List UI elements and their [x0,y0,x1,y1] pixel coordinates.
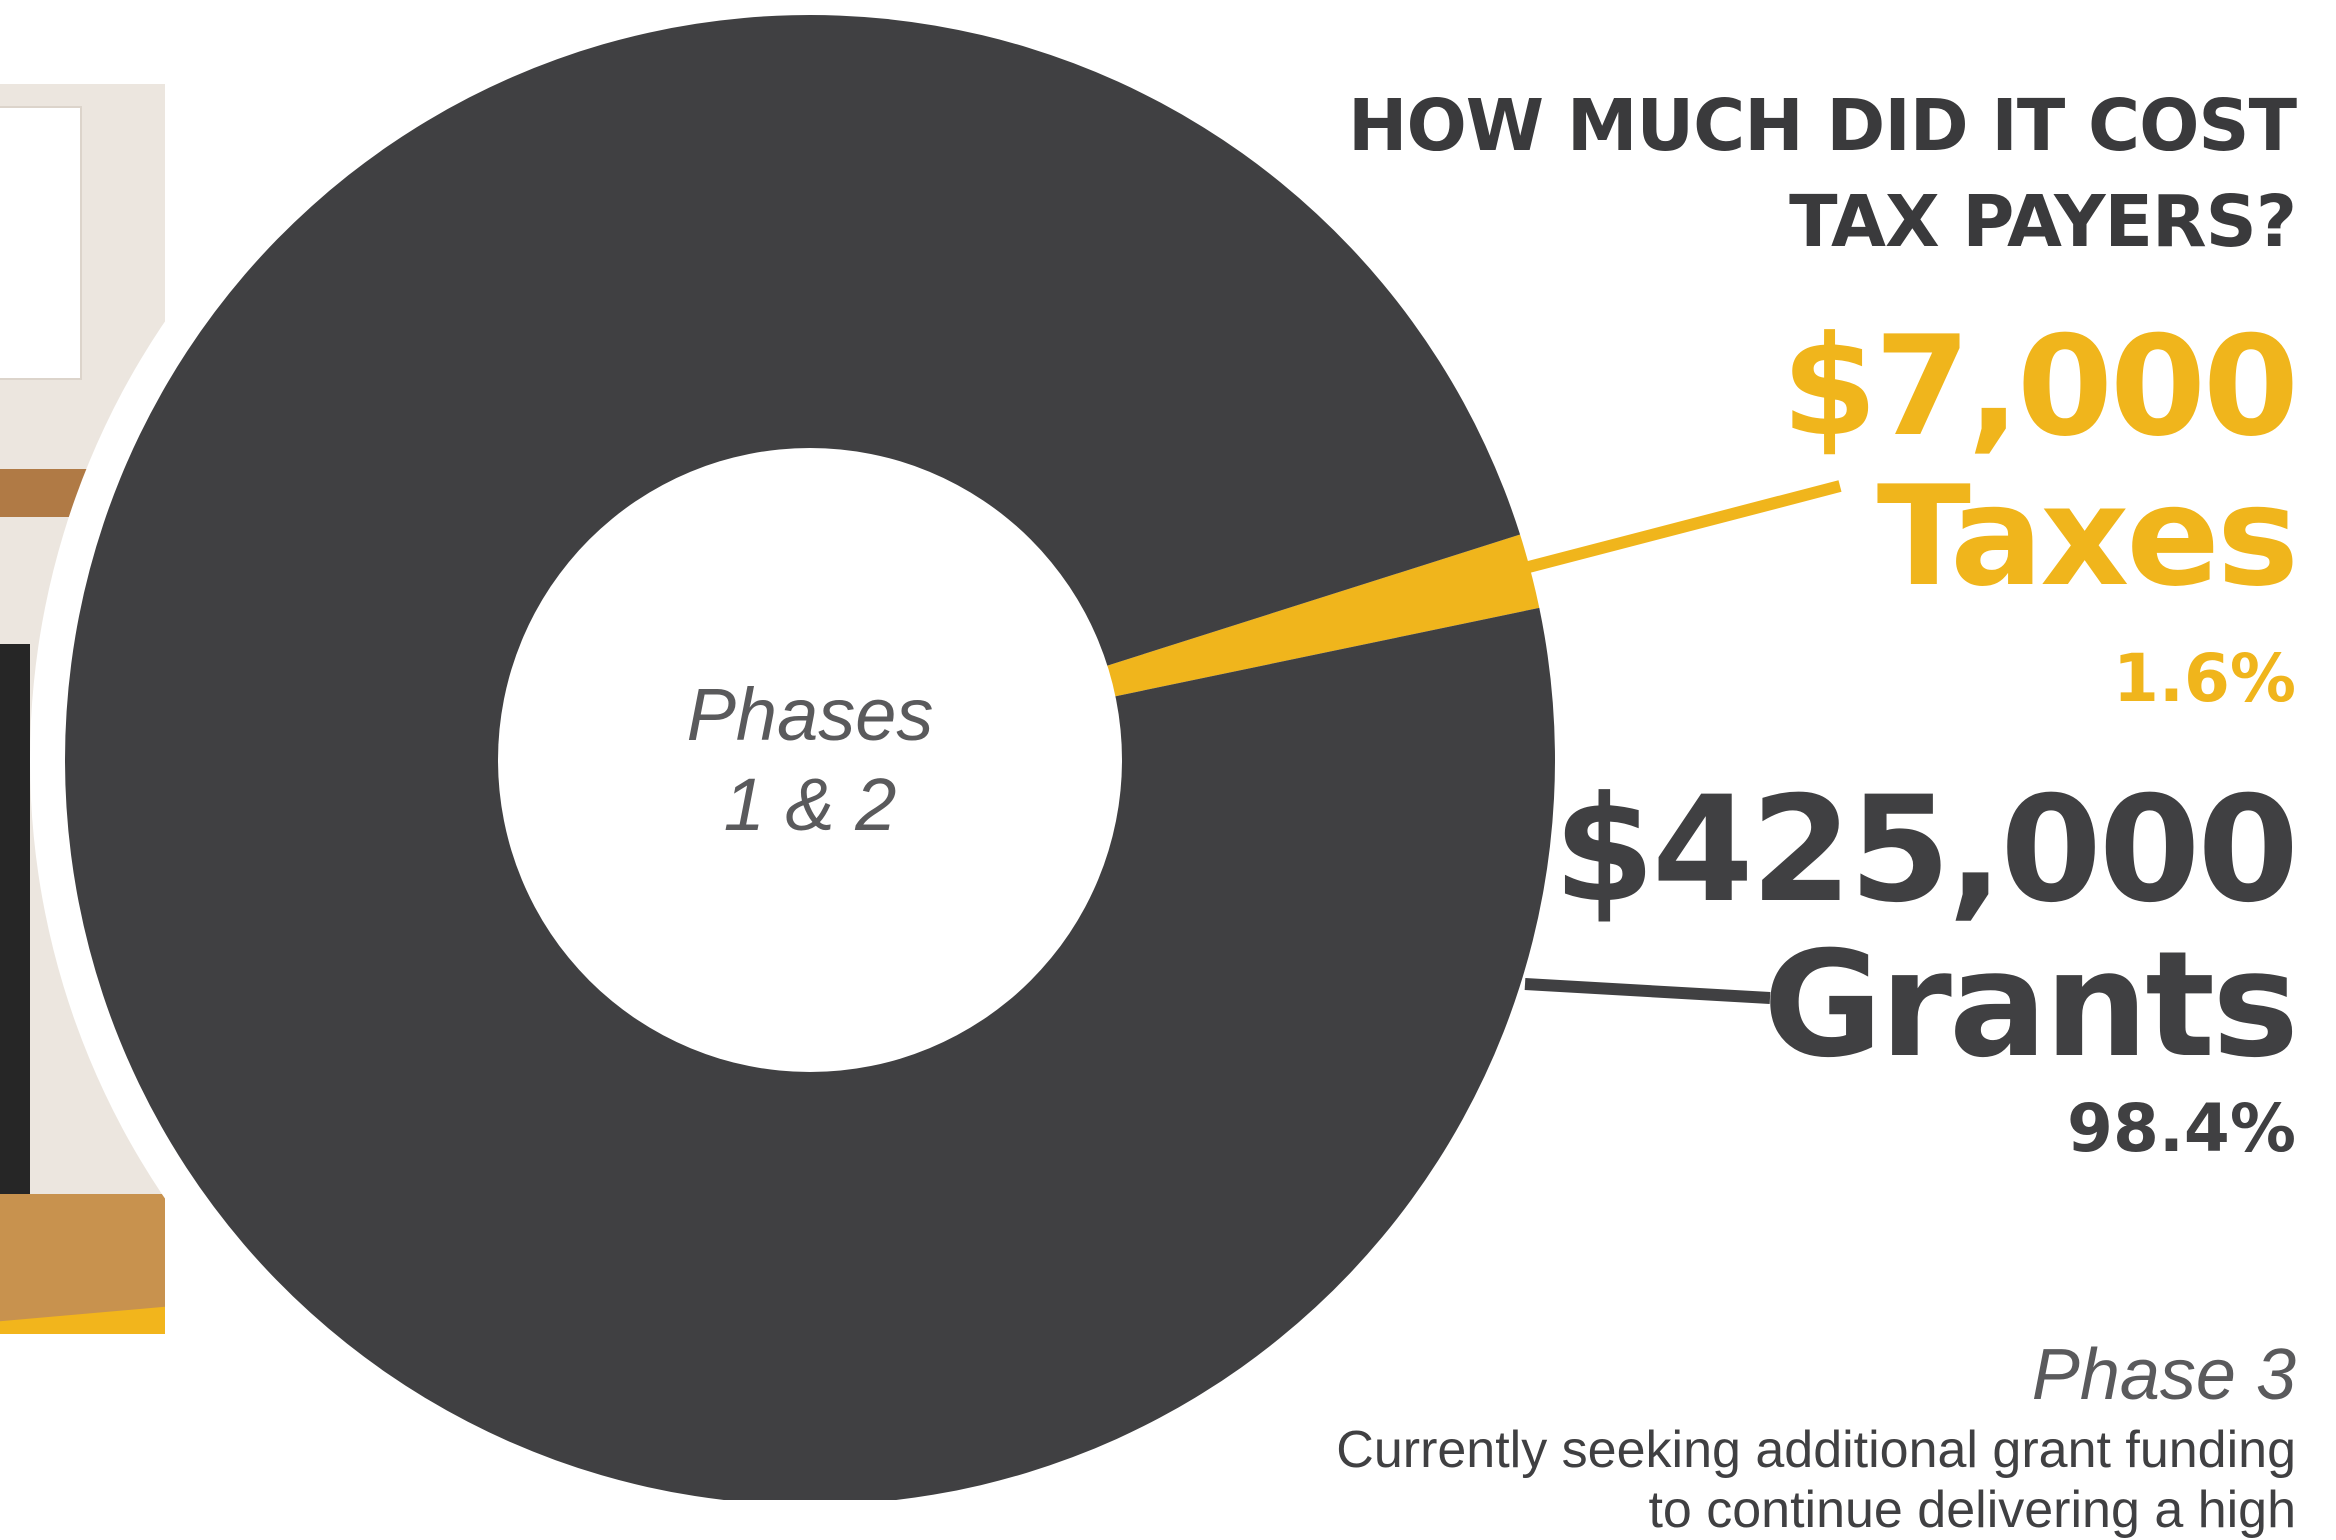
grants-percent: 98.4% [2067,1090,2296,1167]
pie-center-label: Phases 1 & 2 [560,670,1060,850]
title-line-1: HOW MUCH DID IT COST [1348,84,2297,167]
grants-amount: $425,000 [1553,765,2299,935]
wall-frame [0,106,82,380]
taxes-label: Taxes [1876,456,2299,617]
taxes-percent: 1.6% [2112,640,2296,717]
donut-chart [65,15,1842,1500]
title-line-2: TAX PAYERS? [1789,180,2297,263]
chart-title: HOW MUCH DID IT COST TAX PAYERS? [1096,78,2297,270]
phase3-body: Currently seeking additional grant fundi… [1336,1421,2296,1539]
donut-hole [498,448,1122,1072]
center-label-line-1: Phases [686,673,934,756]
phase3-title: Phase 3 [2031,1335,2296,1415]
grants-label: Grants [1763,920,2299,1090]
leader-line-taxes [1523,480,1842,574]
taxes-amount: $7,000 [1781,306,2299,467]
center-label-line-2: 1 & 2 [723,763,897,846]
leader-line-grants [1524,978,1771,1004]
